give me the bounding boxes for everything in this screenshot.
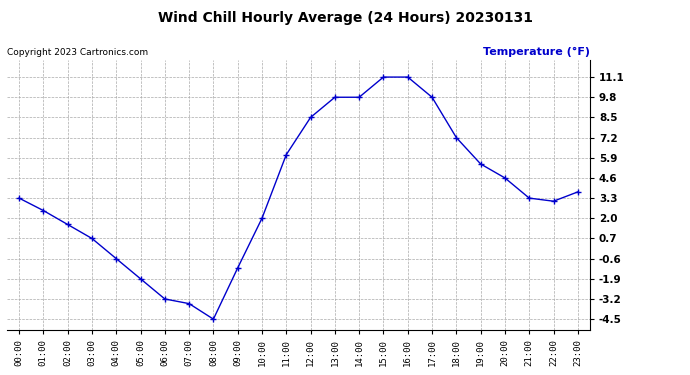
- Text: Temperature (°F): Temperature (°F): [483, 47, 590, 57]
- Text: Copyright 2023 Cartronics.com: Copyright 2023 Cartronics.com: [7, 48, 148, 57]
- Text: Wind Chill Hourly Average (24 Hours) 20230131: Wind Chill Hourly Average (24 Hours) 202…: [157, 11, 533, 25]
